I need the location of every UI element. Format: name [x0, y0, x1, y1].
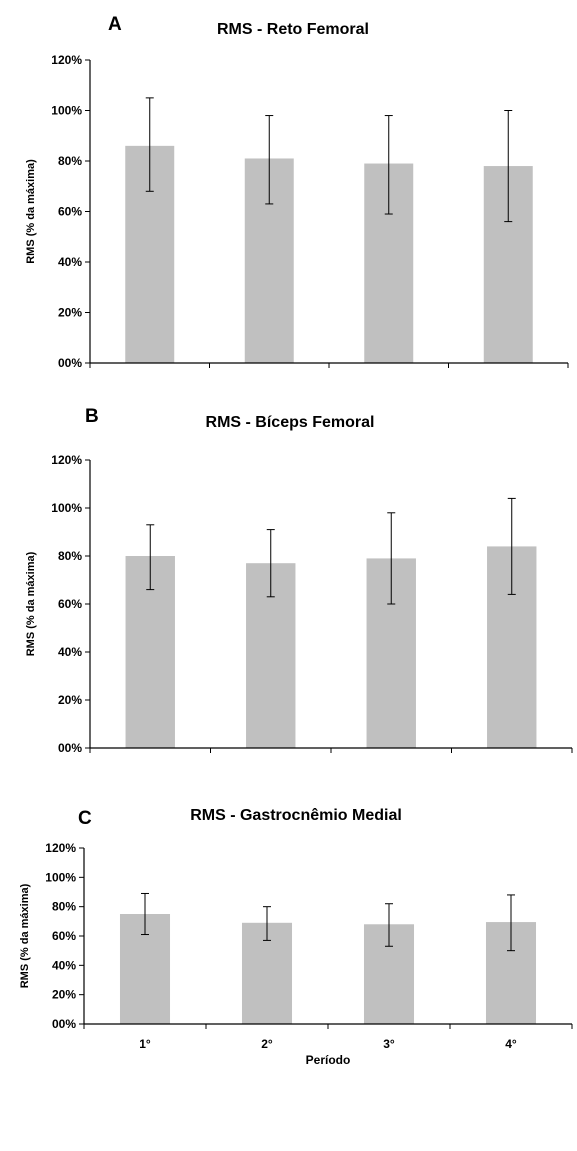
- y-tick-label: 60%: [58, 205, 82, 219]
- y-tick-label: 80%: [58, 154, 82, 168]
- y-tick-label: 40%: [58, 645, 82, 659]
- y-tick-label: 00%: [52, 1017, 76, 1031]
- error-bar: [263, 906, 271, 941]
- error-bar: [384, 115, 393, 215]
- y-tick-label: 100%: [51, 104, 82, 118]
- chart-title: RMS - Bíceps Femoral: [206, 414, 375, 431]
- error-bar: [265, 115, 274, 205]
- y-axis-label: RMS (% da máxima): [19, 883, 31, 988]
- y-tick-label: 20%: [58, 693, 82, 707]
- x-axis-label: Período: [306, 1053, 351, 1067]
- error-bar: [141, 892, 149, 936]
- panel-label: A: [108, 14, 122, 35]
- error-bar: [504, 110, 513, 223]
- y-tick-label: 20%: [52, 988, 76, 1002]
- error-bar: [266, 529, 275, 598]
- y-axis-label: RMS (% da máxima): [25, 551, 37, 656]
- x-tick-label: 2°: [261, 1037, 273, 1051]
- error-bar: [146, 524, 155, 591]
- chart-title: RMS - Gastrocnêmio Medial: [190, 807, 402, 824]
- y-tick-label: 120%: [51, 453, 82, 467]
- y-tick-label: 100%: [51, 501, 82, 515]
- error-bar: [507, 497, 516, 595]
- y-tick-label: 60%: [52, 929, 76, 943]
- y-tick-label: 00%: [58, 741, 82, 755]
- y-tick-label: 120%: [45, 841, 76, 855]
- y-tick-label: 60%: [58, 597, 82, 611]
- x-tick-label: 3°: [383, 1037, 395, 1051]
- y-axis-label: RMS (% da máxima): [25, 159, 37, 264]
- chart-panel-b: B RMS - Bíceps Femoral RMS (% da máxima) 00…: [25, 406, 573, 755]
- y-tick-label: 80%: [58, 549, 82, 563]
- y-tick-label: 120%: [51, 53, 82, 67]
- panel-label: B: [85, 406, 99, 427]
- chart-title: RMS - Reto Femoral: [217, 21, 369, 38]
- error-bar: [385, 903, 393, 947]
- y-tick-label: 100%: [45, 870, 76, 884]
- error-bar: [387, 512, 396, 605]
- error-bar: [507, 894, 515, 952]
- x-tick-label: 1°: [139, 1037, 151, 1051]
- y-tick-label: 80%: [52, 900, 76, 914]
- y-tick-label: 40%: [58, 255, 82, 269]
- chart-panel-c: C RMS - Gastrocnêmio Medial RMS (% da máxi…: [19, 807, 573, 1067]
- y-tick-label: 20%: [58, 306, 82, 320]
- x-tick-label: 4°: [505, 1037, 517, 1051]
- error-bar: [145, 97, 154, 192]
- chart-panel-a: A RMS - Reto Femoral RMS (% da máxima) 00% 2…: [25, 14, 569, 370]
- panel-label: C: [78, 808, 92, 829]
- y-tick-label: 40%: [52, 958, 76, 972]
- y-tick-label: 00%: [58, 356, 82, 370]
